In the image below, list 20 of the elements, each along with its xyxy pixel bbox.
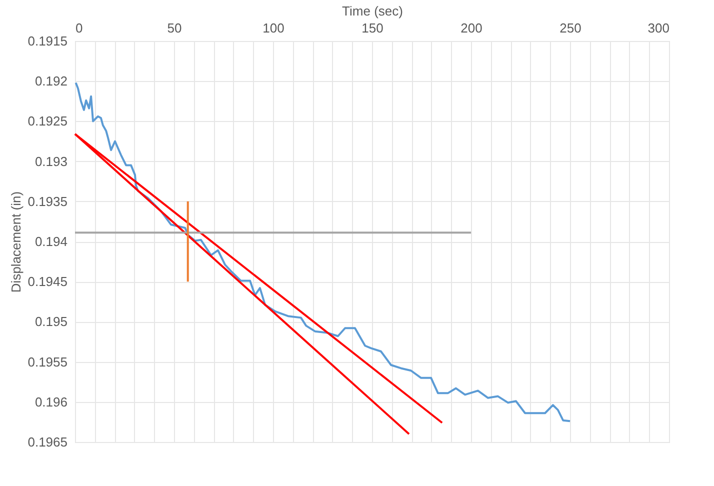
y-tick-label: 0.196 bbox=[34, 394, 68, 410]
y-tick-label: 0.1965 bbox=[28, 434, 68, 450]
x-axis-title: Time (sec) bbox=[342, 4, 403, 18]
x-tick-label: 300 bbox=[648, 20, 670, 36]
y-tick-label: 0.195 bbox=[34, 314, 68, 330]
y-tick-label: 0.193 bbox=[34, 154, 68, 169]
y-tick-label: 0.1955 bbox=[28, 354, 68, 370]
x-tick-label: 0 bbox=[76, 20, 83, 36]
y-tick-label: 0.192 bbox=[34, 74, 68, 89]
x-tick-label: 100 bbox=[262, 20, 284, 36]
y-tick-label: 0.1945 bbox=[28, 274, 68, 290]
x-tick-label: 250 bbox=[560, 20, 582, 36]
y-tick-label: 0.194 bbox=[34, 234, 68, 249]
y-tick-label: 0.1925 bbox=[28, 114, 68, 129]
y-tick-label: 0.1915 bbox=[28, 34, 68, 48]
y-tick-label: 0.1935 bbox=[28, 194, 68, 209]
x-tick-label: 200 bbox=[460, 20, 482, 36]
x-tick-label: 150 bbox=[362, 20, 384, 36]
y-axis-title: Displacement (in) bbox=[8, 191, 24, 293]
x-tick-label: 50 bbox=[167, 20, 182, 36]
